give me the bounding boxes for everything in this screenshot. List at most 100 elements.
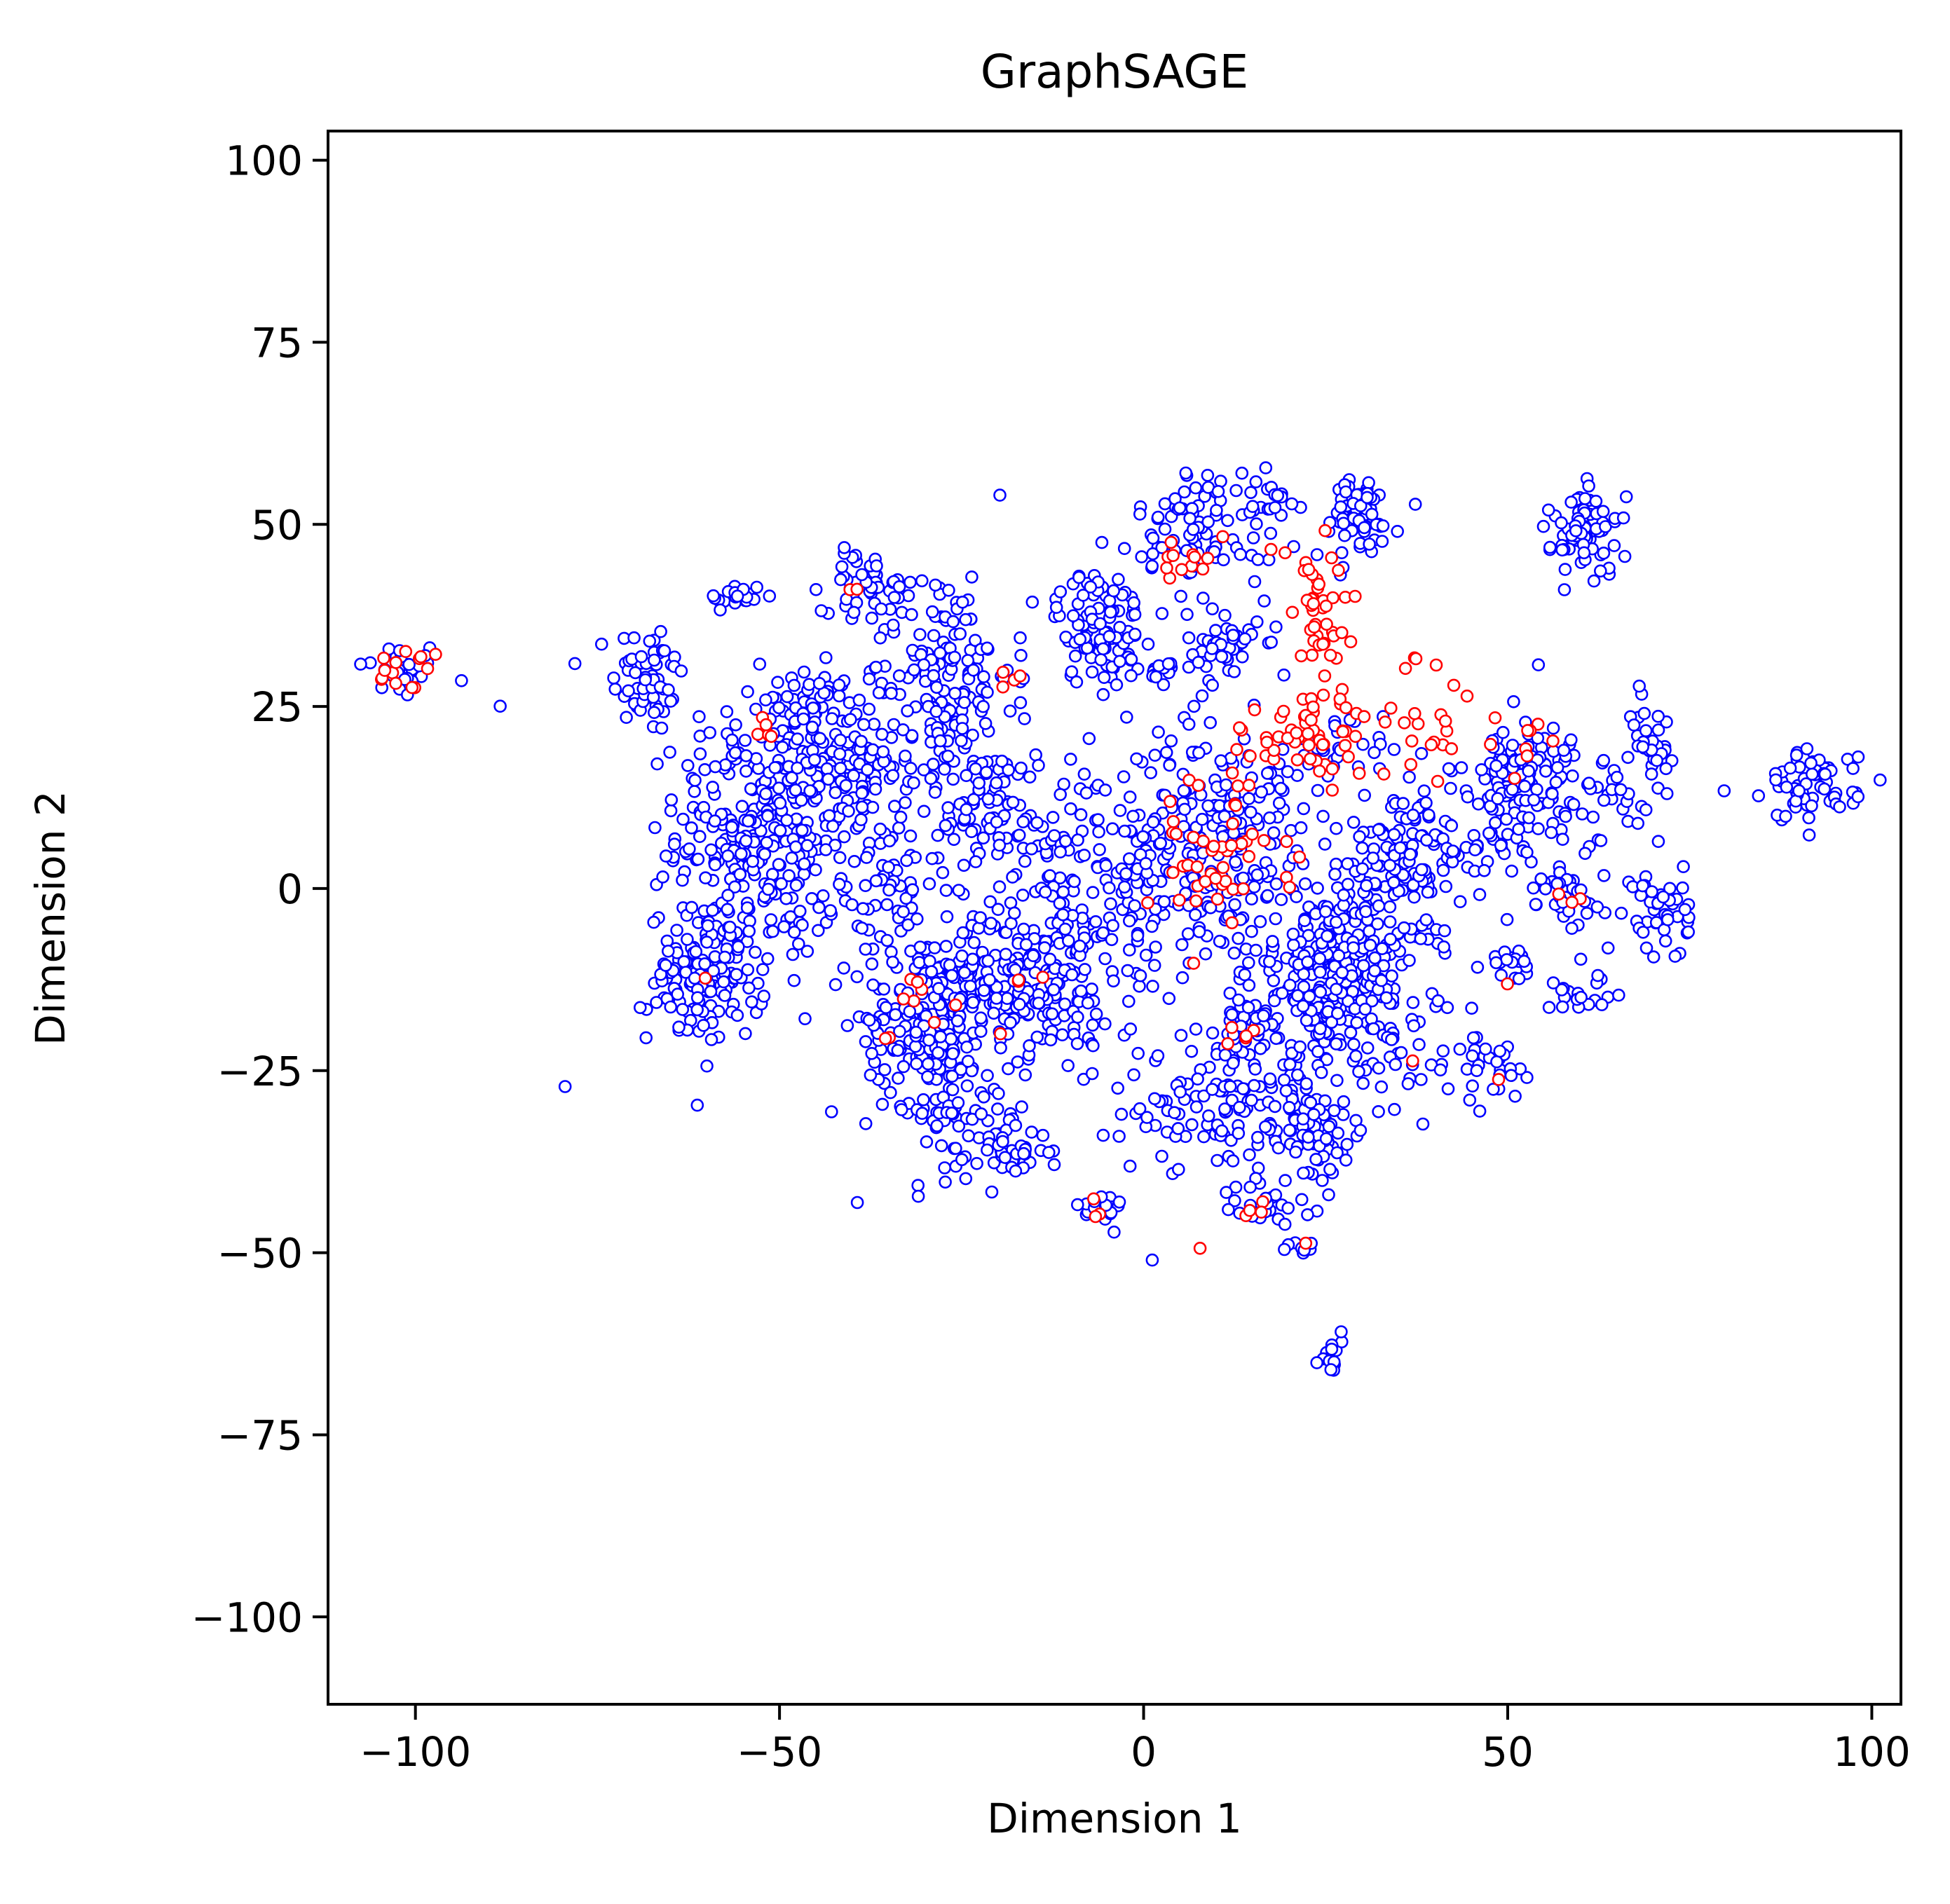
scatter-point-blue <box>887 591 901 604</box>
scatter-point-blue <box>970 1157 983 1170</box>
scatter-point-blue <box>1246 500 1260 514</box>
scatter-point-blue <box>1152 725 1165 739</box>
scatter-point-blue <box>1387 743 1401 756</box>
scatter-point-blue <box>777 920 791 933</box>
scatter-point-blue <box>1105 933 1119 947</box>
scatter-point-red <box>1318 669 1332 683</box>
scatter-point-blue <box>1070 1037 1084 1050</box>
scatter-point-blue <box>697 1019 710 1032</box>
scatter-point-blue <box>1061 1059 1075 1072</box>
scatter-point-blue <box>1189 1022 1203 1036</box>
scatter-point-red <box>1295 649 1308 663</box>
scatter-point-blue <box>1195 689 1209 703</box>
scatter-point-blue <box>1146 815 1160 829</box>
scatter-point-blue <box>1185 1118 1199 1132</box>
scatter-point-red <box>1378 715 1392 729</box>
scatter-point-blue <box>899 796 912 809</box>
scatter-point-red <box>1166 865 1180 879</box>
scatter-point-red <box>850 582 864 596</box>
scatter-point-blue <box>934 1030 947 1043</box>
scatter-point-blue <box>944 1032 957 1046</box>
scatter-point-red <box>1398 716 1411 730</box>
scatter-point-blue <box>1201 468 1215 482</box>
scatter-point-red <box>1460 689 1474 703</box>
scatter-point-red <box>1188 550 1201 564</box>
scatter-point-blue <box>1335 966 1349 980</box>
scatter-point-blue <box>884 1085 897 1100</box>
scatter-point-blue <box>787 925 801 939</box>
scatter-point-blue <box>880 898 894 912</box>
scatter-point-blue <box>1269 912 1283 926</box>
scatter-point-blue <box>1660 787 1674 800</box>
scatter-point-blue <box>1124 669 1138 683</box>
scatter-point-blue <box>1468 843 1482 856</box>
scatter-point-blue <box>835 560 849 574</box>
scatter-point-blue <box>976 699 990 713</box>
scatter-point-blue <box>1185 1045 1199 1058</box>
scatter-point-blue <box>1357 959 1370 973</box>
scatter-point-red <box>1508 772 1522 785</box>
scatter-point-blue <box>1236 650 1249 664</box>
scatter-point-blue <box>911 1179 925 1192</box>
scatter-point-blue <box>1025 1125 1039 1139</box>
scatter-point-blue <box>749 945 762 959</box>
scatter-point-blue <box>1658 934 1672 948</box>
scatter-point-blue <box>833 733 847 747</box>
scatter-point-blue <box>776 741 789 754</box>
scatter-point-blue <box>1133 969 1147 982</box>
scatter-point-blue <box>974 1107 988 1121</box>
scatter-point-blue <box>977 984 991 997</box>
scatter-point-blue <box>1141 637 1155 651</box>
scatter-point-blue <box>1596 505 1610 519</box>
scatter-point-blue <box>1532 658 1546 672</box>
scatter-point-blue <box>761 882 775 896</box>
scatter-point-blue <box>957 696 971 709</box>
scatter-point-red <box>1276 704 1290 718</box>
scatter-point-blue <box>855 786 868 800</box>
scatter-point-blue <box>1014 761 1028 775</box>
scatter-point-red <box>1242 849 1256 863</box>
scatter-point-blue <box>1522 764 1535 778</box>
scatter-point-blue <box>1559 809 1572 823</box>
scatter-point-blue <box>1189 481 1203 495</box>
scatter-point-red <box>1344 635 1358 649</box>
scatter-point-blue <box>1264 526 1278 540</box>
scatter-point-red <box>1316 637 1330 651</box>
scatter-point-blue <box>1112 573 1125 587</box>
scatter-point-blue <box>1201 799 1215 813</box>
scatter-point-blue <box>1113 804 1127 817</box>
y-tick-label: −100 <box>191 1594 303 1641</box>
scatter-point-blue <box>1023 770 1037 784</box>
scatter-point-blue <box>1589 494 1603 508</box>
scatter-point-red <box>1239 1029 1253 1043</box>
scatter-point-blue <box>925 851 939 865</box>
scatter-point-blue <box>664 1000 678 1014</box>
scatter-point-blue <box>979 717 993 730</box>
scatter-point-blue <box>809 582 823 596</box>
scatter-point-blue <box>847 769 860 782</box>
scatter-point-blue <box>1133 980 1146 993</box>
scatter-point-red <box>405 680 419 694</box>
scatter-point-blue <box>1332 949 1346 962</box>
scatter-point-blue <box>1769 773 1782 787</box>
scatter-point-blue <box>772 701 786 715</box>
scatter-point-red <box>1445 742 1459 755</box>
scatter-point-blue <box>873 822 887 836</box>
scatter-point-blue <box>878 1063 892 1076</box>
scatter-point-blue <box>981 954 995 968</box>
scatter-point-blue <box>720 705 734 718</box>
scatter-point-blue <box>1279 1174 1292 1187</box>
scatter-point-blue <box>877 982 891 996</box>
scatter-point-blue <box>671 987 685 1001</box>
scatter-point-red <box>414 650 428 664</box>
scatter-point-blue <box>854 734 868 748</box>
scatter-point-blue <box>1278 1217 1292 1231</box>
scatter-point-blue <box>1248 575 1262 589</box>
scatter-point-red <box>1307 597 1321 610</box>
scatter-point-blue <box>967 663 980 677</box>
scatter-point-blue <box>1003 704 1017 718</box>
scatter-point-blue <box>1314 965 1327 979</box>
scatter-point-red <box>1409 652 1423 666</box>
scatter-point-blue <box>934 734 947 748</box>
scatter-point-red <box>1302 563 1316 577</box>
